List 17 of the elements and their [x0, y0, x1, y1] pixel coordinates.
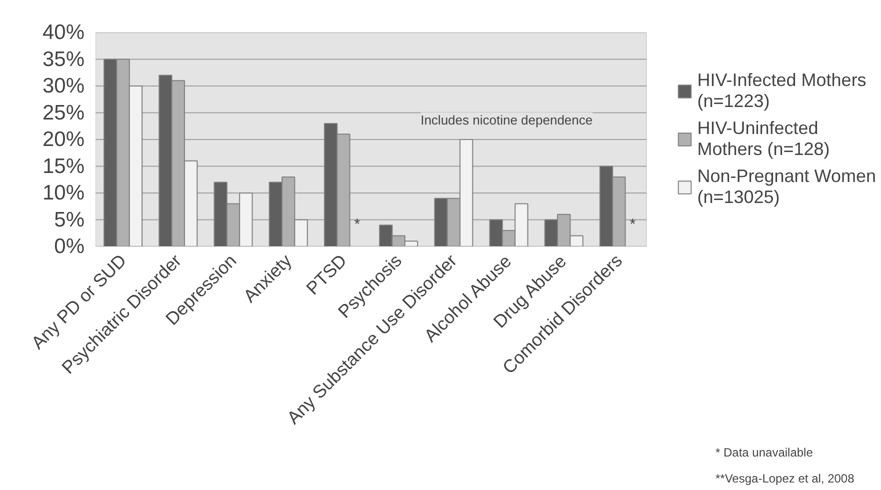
y-tick-label: 10% [42, 182, 84, 204]
y-tick-label: 25% [42, 101, 84, 124]
text: * Data unavailable [716, 446, 814, 460]
legend-label: HIV-Infected Mothers (n=1223) [697, 70, 866, 112]
annotation: * [354, 216, 360, 233]
y-tick-label: 15% [42, 154, 84, 178]
annotation: * [630, 216, 636, 233]
legend-label: HIV-Uninfected Mothers (n=128) [697, 118, 830, 160]
y-tick-label: 30% [42, 74, 84, 98]
legend-label: Non-Pregnant Women (n=13025) [697, 166, 876, 208]
y-tick-label: 5% [54, 208, 85, 232]
y-tick-label: 20% [42, 128, 84, 151]
y-tick-label: 35% [42, 48, 84, 71]
text: **Vesga-Lopez et al, 2008 [716, 472, 855, 486]
annotation: Includes nicotine dependence [420, 112, 593, 128]
y-tick-label: 0% [54, 235, 85, 258]
y-tick-label: 40% [42, 21, 84, 44]
